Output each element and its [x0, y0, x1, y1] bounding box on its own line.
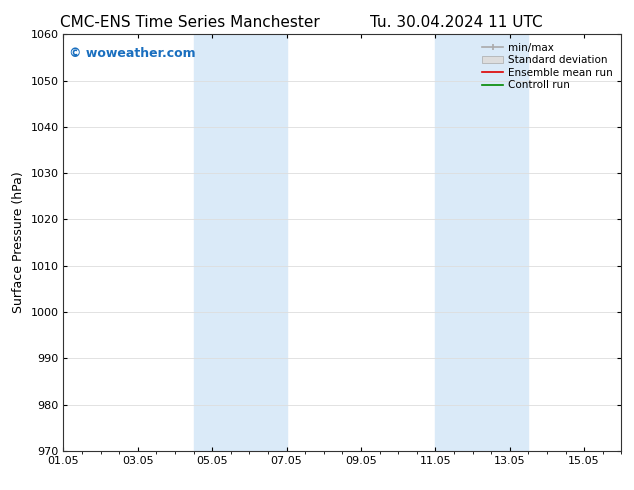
Bar — [491, 34, 528, 451]
Text: CMC-ENS Time Series Manchester: CMC-ENS Time Series Manchester — [60, 15, 320, 30]
Text: Tu. 30.04.2024 11 UTC: Tu. 30.04.2024 11 UTC — [370, 15, 543, 30]
Bar — [249, 34, 287, 451]
Legend: min/max, Standard deviation, Ensemble mean run, Controll run: min/max, Standard deviation, Ensemble me… — [479, 40, 616, 94]
Bar — [193, 34, 249, 451]
Bar — [436, 34, 491, 451]
Text: © woweather.com: © woweather.com — [69, 47, 196, 60]
Y-axis label: Surface Pressure (hPa): Surface Pressure (hPa) — [12, 172, 25, 314]
